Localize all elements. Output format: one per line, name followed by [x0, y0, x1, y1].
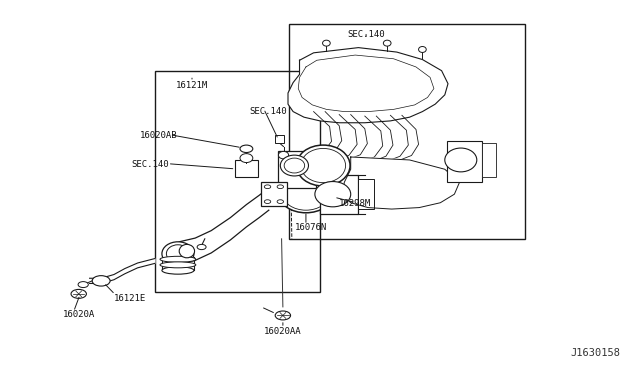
Ellipse shape: [264, 185, 271, 189]
Bar: [278, 151, 316, 188]
Bar: [289, 24, 525, 239]
Ellipse shape: [264, 200, 271, 203]
Text: 16020AB: 16020AB: [140, 131, 177, 140]
Bar: [447, 141, 482, 182]
Ellipse shape: [280, 155, 308, 176]
Ellipse shape: [92, 276, 110, 286]
Ellipse shape: [240, 154, 253, 163]
Ellipse shape: [279, 176, 333, 213]
Ellipse shape: [445, 148, 477, 172]
Ellipse shape: [296, 145, 350, 186]
Ellipse shape: [179, 244, 195, 258]
Ellipse shape: [162, 242, 194, 266]
Ellipse shape: [71, 289, 86, 298]
Polygon shape: [342, 157, 460, 209]
Text: 16121M: 16121M: [176, 81, 208, 90]
Text: SEC.140: SEC.140: [131, 160, 169, 169]
Text: 16298M: 16298M: [339, 199, 371, 208]
Bar: [320, 175, 358, 214]
Text: 16121E: 16121E: [114, 294, 146, 303]
Ellipse shape: [162, 267, 194, 274]
Text: 16020AA: 16020AA: [264, 327, 301, 336]
Ellipse shape: [301, 148, 346, 183]
Ellipse shape: [160, 262, 196, 268]
Bar: [316, 151, 330, 180]
Polygon shape: [90, 259, 155, 283]
Bar: [358, 179, 374, 209]
Text: 16020A: 16020A: [63, 310, 95, 319]
Polygon shape: [179, 188, 269, 264]
Bar: [275, 135, 284, 143]
Ellipse shape: [284, 158, 305, 173]
Ellipse shape: [323, 40, 330, 46]
Ellipse shape: [315, 182, 351, 207]
Ellipse shape: [160, 256, 196, 262]
Ellipse shape: [240, 145, 253, 153]
Bar: [155, 71, 320, 292]
Ellipse shape: [278, 151, 289, 159]
Ellipse shape: [383, 40, 391, 46]
Ellipse shape: [277, 185, 284, 189]
Text: SEC.140: SEC.140: [348, 30, 385, 39]
Ellipse shape: [277, 200, 284, 203]
Bar: [482, 143, 496, 177]
Ellipse shape: [166, 245, 189, 263]
Bar: [235, 160, 258, 177]
Ellipse shape: [275, 311, 291, 320]
Text: J1630158: J1630158: [571, 348, 621, 358]
Ellipse shape: [419, 46, 426, 52]
Polygon shape: [288, 48, 448, 123]
Text: 16076N: 16076N: [294, 223, 326, 232]
Text: SEC.140: SEC.140: [250, 107, 287, 116]
Bar: [261, 182, 287, 206]
Ellipse shape: [197, 244, 206, 250]
Ellipse shape: [78, 282, 88, 288]
Ellipse shape: [283, 178, 329, 210]
